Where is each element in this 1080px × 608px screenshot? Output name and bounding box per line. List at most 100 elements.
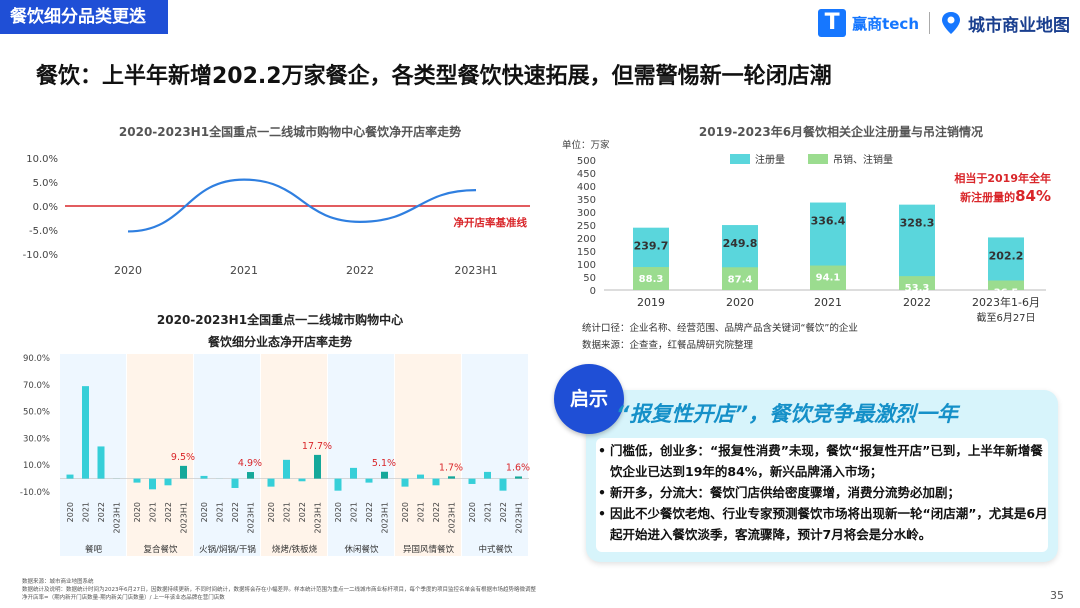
data-label: 1.6% [506, 462, 530, 473]
segment-bar [149, 478, 156, 490]
bar-registered [899, 204, 935, 290]
chart-title: 2019-2023年6月餐饮相关企业注册量与吊注销情况 [699, 124, 983, 139]
insight-bullet: 门槛低，创业多：“报复性消费”未现，餐饮“报复性开店”已到，上半年新增餐饮企业已… [598, 440, 1048, 482]
y-tick-label: 100 [577, 260, 596, 271]
legend-label: 吊销、注销量 [833, 153, 893, 166]
data-label: 53.3 [905, 283, 930, 294]
segment-bar [432, 478, 440, 486]
footer-source: 数据来源：城市商业地图系统 [22, 579, 94, 585]
segment-bar [350, 467, 357, 479]
group-background [60, 354, 126, 556]
group-label: 餐吧 [85, 545, 103, 555]
group-label: 烧烤/铁板烧 [272, 544, 318, 555]
y-tick-label: 350 [577, 195, 596, 206]
y-tick-label: 10.0% [26, 154, 58, 165]
y-tick-label: 30.0% [23, 434, 50, 444]
y-tick-label: 300 [577, 208, 596, 219]
insight-bullet: 因此不少餐饮老炮、行业专家预测餐饮市场将出现新一轮“闭店潮”，尤其是6月起开始进… [598, 503, 1048, 545]
insight-bullets: 门槛低，创业多：“报复性消费”未现，餐饮“报复性开店”已到，上半年新增餐饮企业已… [598, 440, 1048, 545]
page-title: 餐饮：上半年新增202.2万家餐企，各类型餐饮快速拓展，但需警惕新一轮闭店潮 [36, 64, 832, 89]
x-tick-label: 2023H1 [113, 502, 122, 533]
x-tick-label: 2020 [133, 502, 142, 522]
series-line [127, 178, 477, 233]
y-tick-label: 450 [577, 169, 596, 180]
group-background [127, 354, 193, 556]
bar-cancelled [899, 276, 935, 290]
x-tick-label: 2020 [401, 502, 410, 522]
annotation-pct: 84% [1015, 187, 1051, 205]
map-pin-icon [942, 12, 960, 34]
data-label: 4.9% [238, 458, 262, 469]
x-tick-label: 2023H1 [448, 502, 457, 533]
section-tag: 餐饮细分品类更迭 [0, 0, 168, 34]
segment-bar [365, 478, 373, 483]
group-label: 异国风情餐饮 [403, 544, 455, 555]
data-label: 36.5 [994, 288, 1019, 299]
x-tick-label: 2022 [97, 502, 106, 522]
x-tick-label: 2020 [66, 502, 75, 522]
y-tick-label: 50 [583, 273, 596, 284]
note-scope: 统计口径：企业名称、经营范围、品牌产品含关键词“餐饮”的企业 [582, 323, 858, 334]
data-label: 336.4 [811, 215, 846, 228]
data-label: 328.3 [900, 217, 935, 230]
y-tick-label: 70.0% [23, 381, 50, 391]
x-tick-sublabel: 截至6月27日 [976, 311, 1035, 324]
group-background [395, 354, 461, 556]
group-label: 火锅/焖锅/干锅 [199, 544, 256, 555]
group-label: 休闲餐饮 [344, 544, 379, 555]
segment-bar [164, 478, 172, 486]
insight-title: “报复性开店”，餐饮竞争最激烈一年 [616, 402, 959, 426]
x-tick-label: 2023H1 [247, 502, 256, 533]
x-tick-label: 2020 [267, 502, 276, 522]
x-tick-label: 2019 [637, 296, 665, 309]
x-tick-label: 2023H1 [381, 502, 390, 533]
segment-bar [82, 386, 89, 479]
footer-formula: 净开店率=（期内新开门店数量-期内新关门店数量）/ 上一年该业态品牌在营门店数 [22, 595, 225, 601]
y-tick-label: -10.0% [20, 488, 50, 498]
x-tick-label: 2020 [726, 296, 754, 309]
x-tick-label: 2021 [230, 264, 258, 277]
x-tick-label: 2022 [298, 502, 307, 522]
segment-bar [484, 471, 491, 479]
chart-title: 餐饮细分业态净开店率走势 [208, 334, 352, 349]
y-tick-label: -5.0% [29, 226, 58, 237]
y-tick-label: 10.0% [23, 461, 50, 471]
line-chart: 2020-2023H1全国重点一二线城市购物中心餐饮净开店率走势 10.0% 5.0… [23, 124, 530, 277]
data-label: 1.7% [439, 462, 463, 473]
footer-method: 数据统计及说明：数据统计时间为2023年6月27日，因数据持续更新，不同时间统计… [22, 587, 537, 593]
segment-bar [417, 474, 424, 479]
x-tick-label: 2023年1-6月 [972, 295, 1040, 309]
y-tick-label: 90.0% [23, 354, 50, 364]
bar-cancelled [722, 267, 758, 290]
x-tick-label: 2021 [216, 502, 225, 522]
group-background [462, 354, 528, 556]
data-label: 239.7 [634, 240, 669, 253]
unit-label: 单位：万家 [562, 139, 610, 151]
data-label: 17.7% [302, 441, 332, 452]
y-tick-label: 400 [577, 182, 596, 193]
segment-bar [381, 471, 388, 479]
bar-cancelled [988, 280, 1024, 290]
legend-swatch-registered [730, 154, 750, 164]
x-tick-label: 2020 [468, 502, 477, 522]
x-tick-label: 2020 [200, 502, 209, 522]
x-tick-label: 2022 [499, 502, 508, 522]
group-label: 复合餐饮 [143, 544, 178, 555]
data-label: 94.1 [816, 273, 841, 284]
group-background [328, 354, 394, 556]
x-tick-label: 2020 [114, 264, 142, 277]
segment-bar [468, 478, 476, 484]
x-tick-label: 2023H1 [515, 502, 524, 533]
city-map-logo-text: 城市商业地图 [968, 15, 1070, 36]
y-tick-label: -10.0% [23, 250, 58, 261]
note-source: 数据来源：企查查，红餐品牌研究院整理 [582, 340, 754, 351]
segment-bar [200, 475, 208, 479]
bar-cancelled [633, 267, 669, 290]
annotation-line2: 新注册量的84% [960, 187, 1051, 205]
segment-bar [133, 478, 141, 483]
y-tick-label: 5.0% [33, 178, 58, 189]
y-tick-label: 0.0% [33, 202, 58, 213]
x-tick-label: 2023H1 [454, 264, 497, 277]
segment-bar [401, 478, 409, 487]
